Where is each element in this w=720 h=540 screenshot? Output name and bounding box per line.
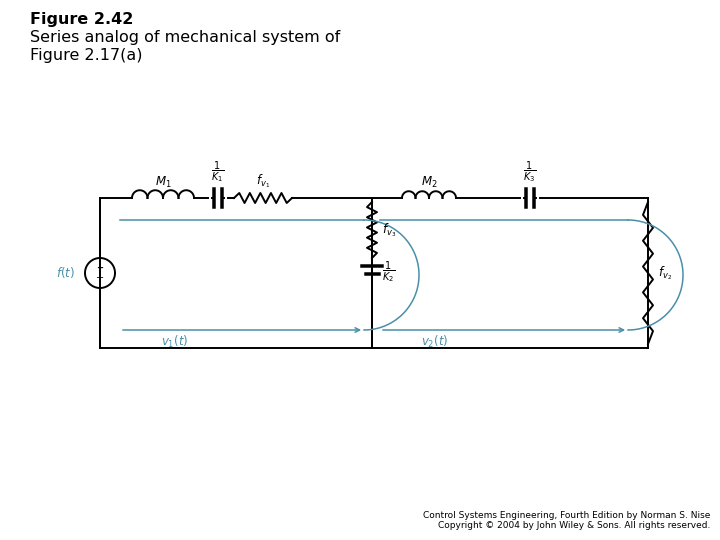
Text: $f_{v_3}$: $f_{v_3}$ xyxy=(382,221,396,239)
Text: −: − xyxy=(96,273,104,283)
Text: Figure 2.42: Figure 2.42 xyxy=(30,12,133,27)
Text: $\dfrac{1}{K_1}$: $\dfrac{1}{K_1}$ xyxy=(212,159,225,184)
Text: Control Systems Engineering, Fourth Edition by Norman S. Nise: Control Systems Engineering, Fourth Edit… xyxy=(423,511,710,520)
Text: +: + xyxy=(96,264,104,273)
Text: Copyright © 2004 by John Wiley & Sons. All rights reserved.: Copyright © 2004 by John Wiley & Sons. A… xyxy=(438,521,710,530)
Text: $f_{v_2}$: $f_{v_2}$ xyxy=(658,264,672,282)
Text: Series analog of mechanical system of: Series analog of mechanical system of xyxy=(30,30,341,45)
Text: Figure 2.17(a): Figure 2.17(a) xyxy=(30,48,143,63)
Text: $v_2(t)$: $v_2(t)$ xyxy=(421,334,449,350)
Text: $\dfrac{1}{K_2}$: $\dfrac{1}{K_2}$ xyxy=(382,260,395,285)
Text: $\dfrac{1}{K_3}$: $\dfrac{1}{K_3}$ xyxy=(523,159,536,184)
Text: $M_2$: $M_2$ xyxy=(420,175,437,190)
Text: $f_{v_1}$: $f_{v_1}$ xyxy=(256,172,270,190)
Text: $f(t)$: $f(t)$ xyxy=(56,266,75,280)
Text: $v_1(t)$: $v_1(t)$ xyxy=(161,334,189,350)
Text: $M_1$: $M_1$ xyxy=(155,175,171,190)
